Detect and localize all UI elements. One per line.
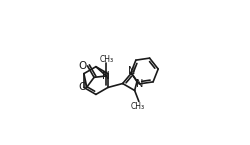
- Text: CH₃: CH₃: [99, 55, 113, 64]
- Text: N: N: [135, 79, 142, 89]
- Text: N: N: [102, 71, 110, 81]
- Text: N: N: [127, 66, 135, 76]
- Text: O: O: [78, 61, 87, 71]
- Text: CH₃: CH₃: [130, 102, 144, 111]
- Text: O: O: [78, 82, 87, 92]
